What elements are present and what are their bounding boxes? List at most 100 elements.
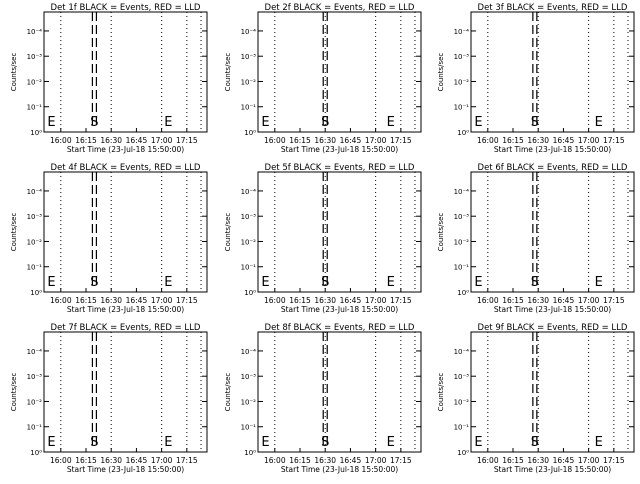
y-tick-label: 10⁰ <box>30 289 42 297</box>
x-tick-label: 16:00 <box>264 136 286 145</box>
x-tick-label: 17:00 <box>578 456 600 465</box>
y-tick-label: 10⁻⁴ <box>27 28 43 36</box>
plot-frame <box>257 331 422 453</box>
y-tick-label: 10⁻¹ <box>454 424 470 432</box>
x-tick-label: 16:15 <box>289 136 311 145</box>
x-tick-label: 16:00 <box>50 296 72 305</box>
chart-title: Det 8f BLACK = Events, RED = LLD <box>265 323 415 333</box>
y-tick-label: 10⁻¹ <box>27 264 43 272</box>
plot-frame <box>470 11 635 133</box>
y-tick-label: 10⁻² <box>241 238 257 246</box>
x-tick-label: 17:00 <box>151 456 173 465</box>
x-axis-label: Start Time (23-Jul-18 15:50:00) <box>67 465 184 474</box>
chart-title: Det 5f BLACK = Events, RED = LLD <box>265 163 415 173</box>
x-tick-label: 16:15 <box>502 136 524 145</box>
plot-frame <box>43 331 208 453</box>
x-tick-label: 16:45 <box>126 456 148 465</box>
x-tick-label: 16:30 <box>314 296 336 305</box>
x-tick-label: 17:00 <box>151 296 173 305</box>
marker-label: S <box>531 115 539 130</box>
y-tick-label: 10⁻¹ <box>241 424 257 432</box>
detector-plot: Det 8f BLACK = Events, RED = LLD 10⁰ 10⁻¹ 1… <box>224 323 422 474</box>
chart-title: Det 6f BLACK = Events, RED = LLD <box>478 163 628 173</box>
plot-frame <box>470 171 635 293</box>
y-tick-label: 10⁰ <box>244 289 256 297</box>
chart-title: Det 2f BLACK = Events, RED = LLD <box>265 3 415 13</box>
x-tick-label: 16:00 <box>264 456 286 465</box>
marker-label: S <box>90 435 98 450</box>
y-axis-label: Counts/sec <box>437 373 445 412</box>
marker-label: S <box>321 435 329 450</box>
x-tick-label: 16:30 <box>314 136 336 145</box>
marker-label: S <box>90 115 98 130</box>
chart-title: Det 9f BLACK = Events, RED = LLD <box>478 323 628 333</box>
marker-label: E <box>261 435 269 450</box>
x-tick-label: 16:30 <box>100 296 122 305</box>
x-tick-label: 16:45 <box>553 296 575 305</box>
y-tick-label: 10⁻¹ <box>454 104 470 112</box>
x-tick-label: 17:15 <box>390 296 412 305</box>
y-tick-label: 10⁻³ <box>454 373 470 381</box>
y-tick-label: 10⁻³ <box>454 213 470 221</box>
y-tick-label: 10⁻³ <box>241 213 257 221</box>
x-tick-label: 16:00 <box>50 456 72 465</box>
detector-plot: Det 1f BLACK = Events, RED = LLD 10⁰ 10⁻¹ 1… <box>10 3 208 154</box>
marker-label: S <box>90 275 98 290</box>
chart-title: Det 7f BLACK = Events, RED = LLD <box>51 323 201 333</box>
x-tick-label: 16:45 <box>126 136 148 145</box>
marker-label: E <box>387 115 395 130</box>
x-tick-label: 17:00 <box>151 136 173 145</box>
plot-frame <box>470 331 635 453</box>
y-axis-label: Counts/sec <box>10 373 18 412</box>
y-axis-label: Counts/sec <box>437 53 445 92</box>
marker-label: E <box>164 275 172 290</box>
marker-label: E <box>474 115 482 130</box>
x-tick-label: 16:00 <box>264 296 286 305</box>
y-tick-label: 10⁻⁴ <box>454 348 470 356</box>
y-tick-label: 10⁰ <box>457 129 469 137</box>
x-tick-label: 17:15 <box>390 456 412 465</box>
y-axis-label: Counts/sec <box>10 53 18 92</box>
marker-label: E <box>474 275 482 290</box>
y-tick-label: 10⁻³ <box>454 53 470 61</box>
x-tick-label: 16:15 <box>502 456 524 465</box>
y-tick-label: 10⁻¹ <box>454 264 470 272</box>
y-tick-label: 10⁻⁴ <box>454 28 470 36</box>
y-tick-label: 10⁻⁴ <box>27 348 43 356</box>
x-tick-label: 16:30 <box>527 136 549 145</box>
x-tick-label: 16:00 <box>477 296 499 305</box>
plot-frame <box>257 11 422 133</box>
marker-label: E <box>164 435 172 450</box>
x-tick-label: 16:15 <box>75 456 97 465</box>
y-axis-label: Counts/sec <box>224 373 232 412</box>
x-tick-label: 16:30 <box>100 456 122 465</box>
y-tick-label: 10⁻² <box>27 78 43 86</box>
marker-label: S <box>321 275 329 290</box>
x-axis-label: Start Time (23-Jul-18 15:50:00) <box>494 305 611 314</box>
y-axis-label: Counts/sec <box>437 213 445 252</box>
x-tick-label: 16:15 <box>289 456 311 465</box>
detector-plot: Det 7f BLACK = Events, RED = LLD 10⁰ 10⁻¹ 1… <box>10 323 208 474</box>
x-tick-label: 16:15 <box>502 296 524 305</box>
x-tick-label: 17:15 <box>603 456 625 465</box>
y-tick-label: 10⁻¹ <box>241 264 257 272</box>
y-axis-label: Counts/sec <box>224 213 232 252</box>
x-axis-label: Start Time (23-Jul-18 15:50:00) <box>281 465 398 474</box>
x-tick-label: 16:45 <box>553 456 575 465</box>
marker-label: E <box>47 275 55 290</box>
y-tick-label: 10⁻² <box>454 78 470 86</box>
y-tick-label: 10⁻¹ <box>27 104 43 112</box>
y-tick-label: 10⁰ <box>30 129 42 137</box>
marker-label: E <box>261 275 269 290</box>
x-tick-label: 16:30 <box>527 456 549 465</box>
chart-title: Det 1f BLACK = Events, RED = LLD <box>51 3 201 13</box>
x-tick-label: 16:15 <box>75 296 97 305</box>
marker-label: E <box>474 435 482 450</box>
y-axis-label: Counts/sec <box>224 53 232 92</box>
x-tick-label: 17:15 <box>603 296 625 305</box>
x-tick-label: 16:45 <box>340 456 362 465</box>
y-tick-label: 10⁻⁴ <box>454 188 470 196</box>
marker-label: E <box>164 115 172 130</box>
x-tick-label: 17:00 <box>365 456 387 465</box>
